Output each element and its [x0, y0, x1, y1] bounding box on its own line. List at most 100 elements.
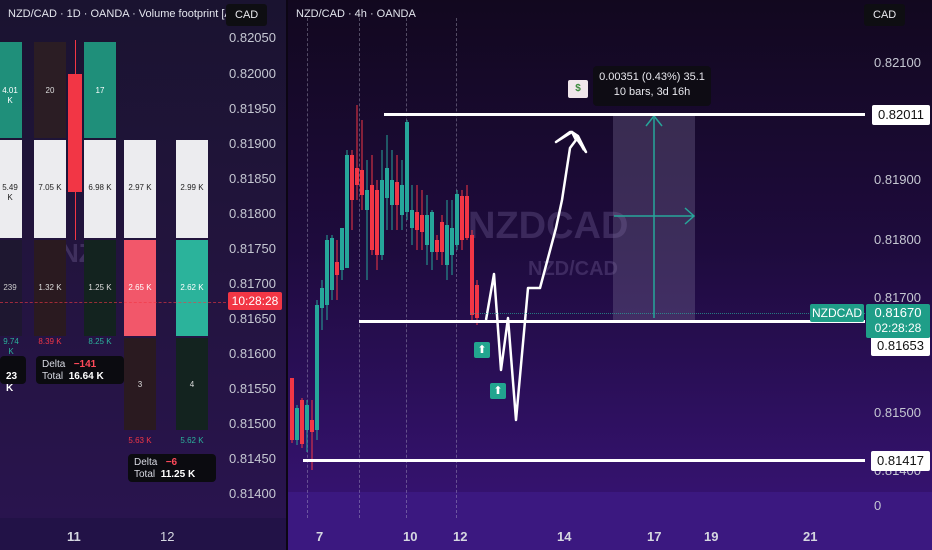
left-chart-title[interactable]: NZD/CAD · 1D · OANDA · Volume footprint … [8, 8, 232, 20]
candle-body [350, 155, 354, 200]
fp-col2-v2: 7.05 K [38, 183, 62, 192]
left-time-axis[interactable] [0, 518, 286, 550]
footprint-col2-top [34, 42, 66, 138]
candle-body [355, 168, 359, 185]
delta-box-2: Delta −6 Total 11.25 K [128, 454, 216, 482]
candle-body [370, 185, 374, 250]
measure-tooltip: 0.00351 (0.43%) 35.1 10 bars, 3d 16h [593, 66, 711, 106]
candle-body [420, 215, 424, 232]
candle-body [365, 190, 369, 210]
fp-col1-v1: 4.01 K [2, 86, 18, 105]
symbol-tag: NZDCAD [810, 304, 864, 322]
candle-body [360, 170, 364, 195]
fp-col5-v3: 4 [189, 380, 195, 389]
session-line-2 [359, 18, 360, 518]
candle-body [335, 262, 339, 275]
footprint-col4-mid [124, 140, 156, 238]
session-line-3 [406, 18, 407, 518]
footprint-col3-top [84, 42, 116, 138]
left-axis-label: 0.81550 [229, 381, 276, 396]
candle-body [380, 180, 384, 255]
candle-body [345, 155, 349, 268]
footprint-col4-low [124, 240, 156, 336]
candle-body [330, 238, 334, 290]
left-chart-pane[interactable]: NZD 4.01 K 5.49 K 239 9.74 K 20 7.05 K 1… [0, 0, 286, 550]
fp-col5-v4: 5.62 K [180, 436, 204, 445]
delta-box-partial: 23 K [0, 356, 26, 394]
left-axis-label: 0.81450 [229, 451, 276, 466]
left-axis-label: 0.81750 [229, 241, 276, 256]
up-arrow-icon[interactable]: ⬆ [490, 383, 506, 399]
right-time-label: 14 [557, 529, 572, 544]
pane-divider[interactable] [286, 0, 288, 550]
footprint-col5-bottom [176, 338, 208, 430]
level-line-top[interactable] [384, 113, 865, 116]
current-price-box: 0.81670 02:28:28 [866, 304, 930, 338]
left-candle-body [68, 74, 82, 192]
right-time-label: 10 [403, 529, 418, 544]
left-axis-label: 0.81600 [229, 346, 276, 361]
footprint-col2-mid [34, 140, 66, 238]
delta-label-2: Delta [134, 457, 158, 468]
candle-body [435, 240, 439, 252]
right-time-label: 17 [647, 529, 662, 544]
candle-body [440, 222, 444, 252]
right-axis-label: 0.81900 [874, 172, 921, 187]
left-axis-label: 0.81700 [229, 276, 276, 291]
level-box-bottom: 0.81417 [871, 451, 930, 471]
candle-body [425, 215, 429, 245]
tooltip-line-1: 0.00351 (0.43%) 35.1 [599, 71, 705, 83]
footprint-col1-low [0, 240, 22, 336]
measure-horizontal-arrowhead [684, 207, 696, 225]
fp-col1-v2: 5.49 K [2, 183, 18, 202]
right-currency-badge[interactable]: CAD [864, 4, 906, 26]
current-price: 0.81670 [874, 305, 922, 320]
fp-col2-v1: 20 [45, 86, 55, 95]
total-value: 16.64 K [68, 371, 104, 382]
level-line-mid[interactable] [359, 320, 865, 323]
candle-body [340, 228, 344, 270]
footprint-col5-low [176, 240, 208, 336]
candle-body [415, 212, 419, 230]
left-currency-badge[interactable]: CAD [226, 4, 268, 26]
candle-body [385, 168, 389, 198]
right-axis-label: 0.81700 [874, 290, 921, 305]
left-time-label-1: 11 [67, 529, 81, 544]
up-arrow-icon[interactable]: ⬆ [474, 342, 490, 358]
left-axis-label: 0.81500 [229, 416, 276, 431]
right-time-label: 21 [803, 529, 818, 544]
fp-col3-v1: 17 [95, 86, 105, 95]
candle-body [395, 182, 399, 205]
candle-body [400, 185, 404, 215]
candle-body [430, 212, 434, 252]
level-box-mid: 0.81653 [871, 336, 930, 356]
candle-body [470, 235, 474, 315]
fp-col1-v4: 9.74 K [3, 337, 19, 356]
left-axis-label: 0.81850 [229, 171, 276, 186]
left-axis-label: 0.82000 [229, 66, 276, 81]
delta-label: Delta [42, 359, 66, 370]
left-time-label-2: 12 [160, 529, 175, 544]
right-chart-title[interactable]: NZD/CAD · 4h · OANDA [296, 8, 416, 20]
right-watermark-name: NZD/CAD [528, 258, 618, 280]
left-axis-label: 0.81650 [229, 311, 276, 326]
session-line-1 [307, 18, 308, 518]
current-price-line [470, 313, 865, 314]
left-axis-label: 0.81950 [229, 101, 276, 116]
session-line-4 [456, 18, 457, 518]
footprint-col1-top [0, 42, 22, 138]
candle-body [290, 378, 294, 440]
candle-body [410, 210, 414, 228]
projected-path [484, 130, 588, 422]
fp-col5-v2: 2.62 K [180, 283, 204, 292]
candle-body [450, 228, 454, 255]
left-axis-label: 0.82050 [229, 30, 276, 45]
arrows-group [484, 114, 696, 422]
right-axis-label: 0 [874, 498, 882, 513]
left-axis-label: 0.81400 [229, 486, 276, 501]
left-countdown: 10:28:28 [228, 292, 282, 310]
candle-body [455, 194, 459, 245]
candle-body [445, 225, 449, 265]
right-time-label: 12 [453, 529, 468, 544]
level-line-bottom[interactable] [303, 459, 865, 462]
